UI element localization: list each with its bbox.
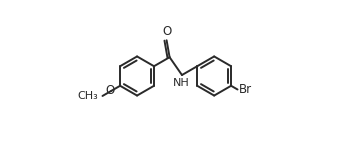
Text: O: O <box>106 84 115 97</box>
Text: CH₃: CH₃ <box>77 91 98 101</box>
Text: Br: Br <box>239 83 252 96</box>
Text: O: O <box>162 25 171 38</box>
Text: NH: NH <box>173 78 190 88</box>
